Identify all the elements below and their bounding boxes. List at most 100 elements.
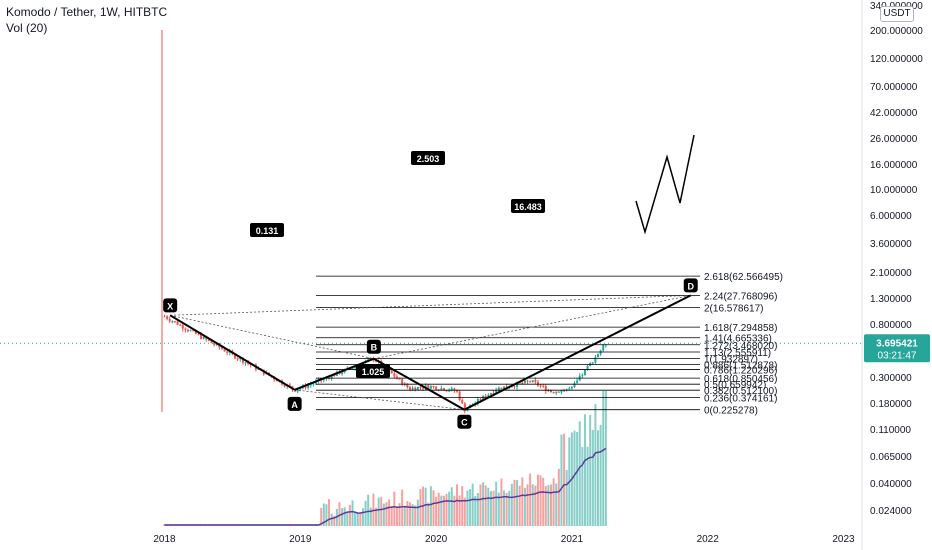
candle-body (422, 387, 425, 389)
price-axis[interactable]: 340.000000200.000000120.00000070.0000004… (870, 1, 923, 517)
price-tick-label: 0.024000 (870, 506, 912, 517)
currency-button[interactable]: USDT (880, 6, 914, 22)
candle-body (408, 387, 411, 390)
candle-body (570, 386, 573, 389)
volume-bar (471, 483, 474, 526)
volume-bar (604, 391, 607, 526)
candle-body (200, 334, 203, 339)
candle-body (440, 388, 443, 390)
symbol-title[interactable]: Komodo / Tether, 1W, HITBTC (6, 5, 168, 19)
volume-bar (369, 507, 372, 526)
price-tick-label: 2.100000 (870, 268, 912, 279)
candle-body (602, 344, 605, 351)
volume-bar (395, 506, 398, 526)
volume-bar (435, 496, 438, 526)
volume-bar (424, 487, 427, 526)
volume-bar (555, 483, 558, 526)
volume-bar (388, 499, 391, 526)
candle-body (463, 403, 466, 412)
volume-bar (521, 477, 524, 526)
volume-bar (542, 477, 545, 526)
candle-body (241, 358, 244, 363)
volume-bar (442, 495, 445, 526)
pattern-point-label: X (167, 301, 173, 311)
volume-bar (589, 415, 592, 526)
fib-label: 1(1.932897) (704, 355, 758, 366)
volume-bar (503, 490, 505, 526)
volume-bar (529, 473, 532, 526)
candle-body (513, 386, 516, 388)
candle-body (489, 393, 492, 395)
volume-bar (455, 484, 458, 526)
volume-bar (448, 491, 451, 526)
volume-ma-line (164, 447, 607, 526)
candle-body (576, 380, 579, 384)
candle-body (288, 384, 291, 387)
price-tick-label: 26.000000 (870, 134, 918, 145)
candle-body (461, 399, 464, 404)
volume-bar (416, 499, 419, 526)
candle-body (484, 396, 487, 398)
pattern-point-marker (457, 414, 472, 429)
candle-body (419, 387, 422, 389)
candle-body (210, 340, 213, 344)
candle-body (497, 387, 500, 391)
volume-bar (330, 513, 333, 526)
volume-bar (338, 502, 341, 526)
ratio-connector (170, 295, 691, 316)
volume-bar (591, 429, 594, 526)
candle-body (458, 391, 461, 400)
time-tick-label: 2019 (289, 534, 312, 545)
candle-body (395, 376, 398, 379)
time-axis[interactable]: 2018 2019 2020 2021 2022 2023 (153, 534, 855, 545)
candle-body (534, 380, 537, 382)
volume-bar (500, 478, 503, 526)
candle-body (275, 379, 278, 382)
volume-bar (398, 503, 401, 526)
candle-body (299, 388, 302, 390)
candle-body (435, 386, 438, 390)
fib-label: 0.236(0.374161) (704, 394, 777, 405)
volume-bar (328, 499, 331, 526)
fib-label: 0.886(1.512878) (704, 360, 777, 371)
price-tick-label: 70.000000 (870, 82, 918, 93)
volume-bar (599, 424, 602, 526)
candle-body (500, 387, 503, 390)
fib-label: 2(16.578617) (704, 304, 764, 315)
volume-bar (505, 492, 508, 526)
volume-bar (578, 421, 581, 526)
fib-label: 0(0.225278) (704, 406, 758, 417)
volume-bar (489, 491, 492, 526)
candle-body (560, 390, 563, 393)
candle-body (429, 386, 432, 389)
price-badge-bg (864, 334, 930, 363)
volume-bar (408, 502, 411, 526)
volume-bar (385, 502, 388, 526)
volume-bar (325, 504, 328, 526)
volume-bar (432, 490, 435, 526)
volume-bar (487, 487, 490, 526)
volume-bar (476, 493, 479, 526)
volume-bar (534, 485, 537, 526)
time-tick-label: 2018 (153, 534, 176, 545)
candle-body (550, 390, 553, 393)
volume-bar (377, 497, 380, 526)
pattern-leg (463, 294, 692, 411)
ratio-connector (294, 389, 465, 411)
candle-body (239, 358, 242, 360)
candle-body (487, 394, 490, 398)
volume-bar (552, 478, 555, 526)
volume-indicator-label[interactable]: Vol (20) (6, 21, 48, 35)
volume-bar (602, 391, 605, 526)
candle-body (445, 390, 448, 392)
fib-label: 2.24(27.768096) (704, 291, 777, 302)
candle-body (479, 399, 482, 401)
candle-body (442, 388, 445, 391)
candle-body (552, 392, 555, 394)
volume-bar (583, 414, 586, 526)
time-tick-label: 2021 (561, 534, 584, 545)
ratio-label: 0.131 (256, 226, 279, 236)
candle-body (416, 387, 419, 391)
